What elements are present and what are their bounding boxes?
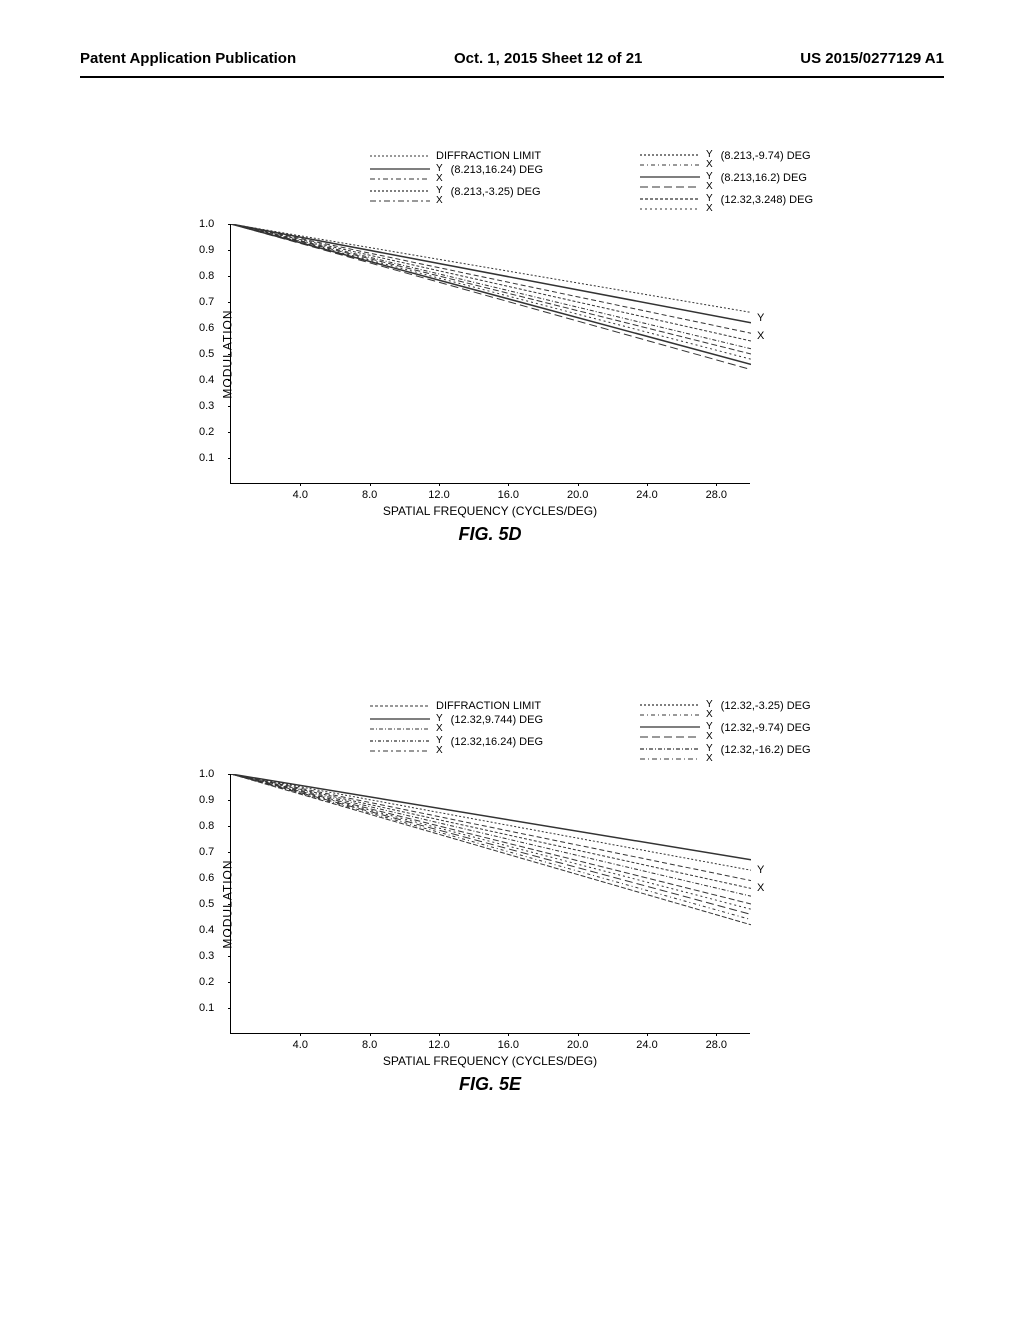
legend-item: YX(8.213,-9.74) DEG — [640, 150, 870, 170]
series-end-label: X — [757, 330, 764, 342]
y-tick: 0.9 — [199, 244, 214, 256]
y-tick: 0.3 — [199, 400, 214, 412]
chart-5d-legend: DIFFRACTION LIMIT YX(8.213,16.24) DEG YX… — [370, 150, 870, 216]
x-tick: 4.0 — [293, 489, 308, 501]
y-tick: 0.3 — [199, 950, 214, 962]
legend-item: DIFFRACTION LIMIT — [370, 150, 600, 162]
y-tick: 0.6 — [199, 872, 214, 884]
header-left: Patent Application Publication — [80, 50, 296, 67]
x-tick: 24.0 — [636, 489, 657, 501]
x-tick: 28.0 — [706, 1039, 727, 1051]
y-tick: 0.2 — [199, 426, 214, 438]
header-right: US 2015/0277129 A1 — [800, 50, 944, 67]
y-tick: 0.1 — [199, 452, 214, 464]
y-tick: 0.4 — [199, 924, 214, 936]
x-tick: 12.0 — [428, 489, 449, 501]
x-tick: 20.0 — [567, 1039, 588, 1051]
x-tick: 28.0 — [706, 489, 727, 501]
chart-5d: DIFFRACTION LIMIT YX(8.213,16.24) DEG YX… — [170, 150, 870, 545]
chart-5e: DIFFRACTION LIMIT YX(12.32,9.744) DEG YX… — [170, 700, 870, 1095]
x-tick: 8.0 — [362, 489, 377, 501]
chart-5e-title: FIG. 5E — [230, 1074, 750, 1095]
x-tick: 24.0 — [636, 1039, 657, 1051]
y-tick: 0.1 — [199, 1002, 214, 1014]
legend-item: YX(8.213,-3.25) DEG — [370, 186, 600, 206]
y-tick: 1.0 — [199, 768, 214, 780]
y-tick: 0.2 — [199, 976, 214, 988]
y-tick: 0.5 — [199, 348, 214, 360]
chart-5d-title: FIG. 5D — [230, 524, 750, 545]
legend-item: YX(12.32,16.24) DEG — [370, 736, 600, 756]
y-tick: 0.8 — [199, 270, 214, 282]
header-rule — [80, 76, 944, 78]
chart-5e-legend: DIFFRACTION LIMIT YX(12.32,9.744) DEG YX… — [370, 700, 870, 766]
chart-5d-plot: MODULATION 0.10.20.30.40.50.60.70.80.91.… — [230, 224, 750, 484]
legend-item: DIFFRACTION LIMIT — [370, 700, 600, 712]
y-tick: 0.8 — [199, 820, 214, 832]
chart-5d-x-label: SPATIAL FREQUENCY (CYCLES/DEG) — [230, 504, 750, 518]
header-center: Oct. 1, 2015 Sheet 12 of 21 — [454, 50, 642, 67]
legend-item: YX(8.213,16.24) DEG — [370, 164, 600, 184]
y-tick: 0.5 — [199, 898, 214, 910]
x-tick: 16.0 — [498, 489, 519, 501]
x-tick: 20.0 — [567, 489, 588, 501]
y-tick: 0.7 — [199, 296, 214, 308]
page-header: Patent Application Publication Oct. 1, 2… — [0, 50, 1024, 67]
series-end-label: X — [757, 882, 764, 894]
x-tick: 12.0 — [428, 1039, 449, 1051]
legend-item: YX(12.32,-9.74) DEG — [640, 722, 870, 742]
chart-5e-x-label: SPATIAL FREQUENCY (CYCLES/DEG) — [230, 1054, 750, 1068]
series-end-label: Y — [757, 312, 764, 324]
y-tick: 1.0 — [199, 218, 214, 230]
y-tick: 0.7 — [199, 846, 214, 858]
legend-item: YX(12.32,-16.2) DEG — [640, 744, 870, 764]
x-tick: 4.0 — [293, 1039, 308, 1051]
y-tick: 0.4 — [199, 374, 214, 386]
series-end-label: Y — [757, 864, 764, 876]
legend-item: YX(12.32,-3.25) DEG — [640, 700, 870, 720]
y-tick: 0.9 — [199, 794, 214, 806]
y-tick: 0.6 — [199, 322, 214, 334]
x-tick: 8.0 — [362, 1039, 377, 1051]
legend-item: YX(12.32,3.248) DEG — [640, 194, 870, 214]
legend-item: YX(8.213,16.2) DEG — [640, 172, 870, 192]
chart-5e-plot: MODULATION 0.10.20.30.40.50.60.70.80.91.… — [230, 774, 750, 1034]
legend-item: YX(12.32,9.744) DEG — [370, 714, 600, 734]
x-tick: 16.0 — [498, 1039, 519, 1051]
